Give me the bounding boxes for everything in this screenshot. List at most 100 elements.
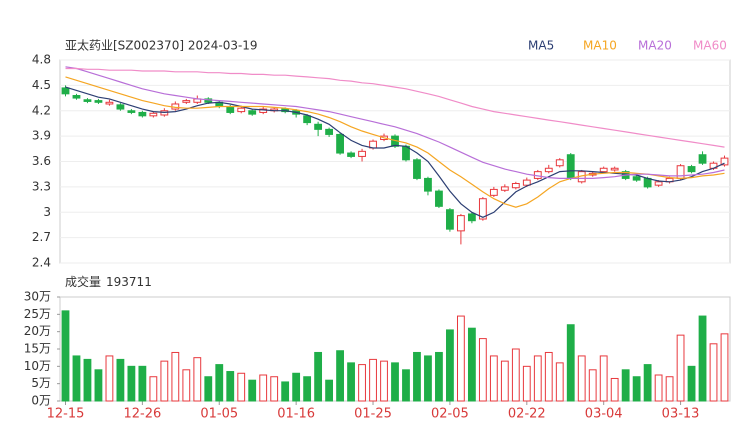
volume-bar [149, 376, 158, 402]
y-tick-label: 4.5 [32, 78, 51, 92]
volume-bar [522, 365, 531, 402]
volume-bar [116, 358, 125, 402]
candle-body [720, 157, 729, 166]
chart-title: 亚太药业[SZ002370] 2024-03-19 [65, 38, 258, 53]
volume-label: 成交量 193711 [65, 274, 152, 289]
candle-body [610, 167, 619, 171]
volume-bar [380, 360, 388, 402]
volume-bar [456, 315, 465, 402]
candle-body [676, 165, 685, 179]
x-tick-label: 02-22 [508, 407, 546, 422]
candle-body [325, 128, 334, 135]
volume-bar [391, 362, 399, 402]
volume-bar [478, 338, 487, 402]
x-tick-label: 01-05 [200, 407, 238, 422]
volume-bar [577, 355, 586, 402]
candle-body [226, 106, 235, 113]
y-tick-label: 2.7 [32, 230, 51, 244]
volume-bar [325, 379, 334, 402]
volume-bar [204, 376, 213, 402]
candle-body [248, 110, 257, 115]
candle-body [116, 104, 125, 110]
x-tick-label: 02-05 [431, 407, 469, 422]
volume-bar [171, 351, 180, 402]
candle-body [72, 95, 81, 99]
volume-bar [698, 315, 707, 402]
volume-bar [446, 329, 454, 402]
candle-body [127, 110, 136, 113]
candle-body [413, 159, 421, 179]
volume-bar [358, 364, 366, 402]
volume-bar [292, 372, 301, 402]
candle-body [61, 87, 70, 95]
volume-bar [105, 355, 114, 402]
candle-body [314, 123, 323, 130]
candle-body [259, 108, 268, 113]
volume-label-text: 成交量 [65, 274, 101, 289]
volume-bar [621, 369, 630, 402]
candle-body [555, 159, 564, 167]
volume-bar [72, 355, 81, 402]
volume-bar [314, 351, 323, 402]
volume-bar [610, 377, 619, 402]
volume-bar [413, 351, 421, 402]
x-tick-label: 03-13 [662, 407, 700, 422]
volume-bar [599, 355, 608, 402]
candle-body [94, 100, 103, 103]
volume-bar [588, 369, 597, 402]
candle-body [435, 190, 443, 207]
candle-body [424, 177, 432, 192]
legend-entry: MA5 [528, 39, 554, 53]
volume-bar [676, 334, 685, 402]
volume-bar [193, 357, 202, 402]
y-tick-label: 3.9 [32, 129, 51, 143]
candle-body [336, 133, 344, 154]
volume-bar [83, 358, 92, 402]
volume-bar [435, 351, 443, 402]
volume-bar [555, 362, 564, 402]
volume-bar [544, 351, 553, 402]
x-tick-label: 12-15 [47, 407, 85, 422]
volume-bar [138, 365, 147, 402]
candle-body [654, 181, 663, 186]
volume-bar [160, 360, 169, 402]
ma-line [65, 66, 725, 179]
ma-line [65, 76, 725, 208]
ma-line [65, 67, 725, 148]
volume-bar [61, 310, 70, 402]
volume-bar [643, 364, 652, 402]
volume-tick-label: 5万 [31, 376, 51, 390]
volume-bar [402, 369, 410, 402]
volume-bar [281, 381, 290, 402]
volume-bar [270, 376, 279, 402]
y-tick-label: 4.8 [32, 53, 51, 67]
volume-tick-label: 0万 [31, 394, 51, 408]
y-tick-label: 3.3 [32, 179, 51, 193]
candle-body [303, 115, 312, 124]
volume-tick-label: 10万 [24, 359, 51, 373]
x-tick-label: 01-25 [354, 407, 392, 422]
x-tick-label: 01-16 [277, 407, 315, 422]
volume-tick-label: 30万 [24, 290, 51, 304]
candle-body [347, 152, 355, 157]
volume-bar [709, 343, 718, 402]
candle-body [698, 154, 707, 164]
volume-bar [94, 369, 103, 402]
volume-bar [303, 376, 312, 402]
ma-line [65, 86, 725, 218]
candle-body [83, 99, 92, 102]
candle-body [446, 209, 454, 230]
volume-bar [489, 355, 498, 402]
volume-bar [654, 374, 663, 402]
y-tick-label: 4.2 [32, 103, 51, 117]
volume-bar [127, 365, 136, 402]
x-tick-label: 03-04 [585, 407, 623, 422]
candle-body [687, 166, 696, 173]
y-tick-label: 3 [43, 205, 51, 219]
volume-tick-label: 20万 [24, 324, 51, 338]
volume-bar [248, 379, 257, 402]
volume-bar [237, 372, 246, 402]
volume-bar [182, 369, 191, 402]
candle-body [544, 167, 553, 173]
volume-last: 193711 [106, 275, 152, 289]
